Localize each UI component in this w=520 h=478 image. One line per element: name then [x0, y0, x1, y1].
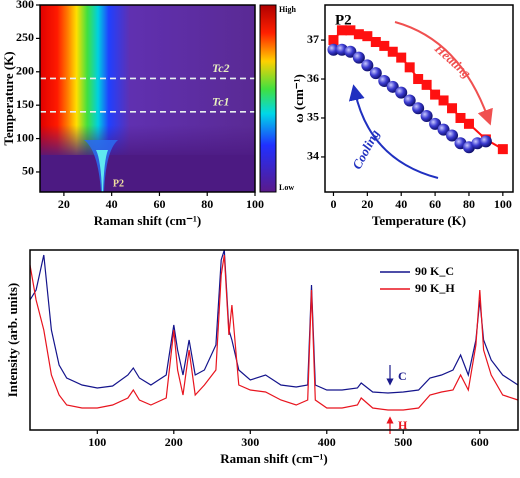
sphere-marker — [361, 59, 374, 72]
square-marker — [455, 112, 466, 123]
square-marker — [362, 31, 373, 42]
y-tick-label: 37 — [307, 32, 319, 46]
square-marker — [430, 89, 441, 100]
peak-annotation: P2 — [113, 178, 124, 189]
sphere-marker — [344, 45, 357, 58]
heating-arrow — [394, 21, 493, 126]
y-axis-label: Intensity (arb. units) — [5, 283, 20, 398]
square-marker — [396, 52, 407, 63]
square-marker — [387, 46, 398, 57]
square-marker — [379, 40, 390, 51]
colorbar-low: Low — [279, 183, 294, 192]
sphere-marker — [386, 80, 399, 93]
sphere-marker — [446, 129, 459, 142]
x-tick-label: 300 — [241, 435, 259, 449]
heatmap-fade — [40, 125, 255, 160]
x-tick-label: 100 — [88, 435, 106, 449]
sphere-marker — [437, 123, 450, 136]
square-marker — [497, 144, 508, 155]
sphere-marker — [479, 135, 492, 148]
plot-frame — [324, 4, 514, 193]
heatmap-image — [40, 5, 255, 192]
sphere-marker — [327, 43, 340, 56]
x-tick-label: 200 — [165, 435, 183, 449]
series-line — [29, 249, 519, 394]
x-tick-label: 80 — [201, 197, 213, 211]
y-tick-label: 250 — [16, 30, 34, 44]
square-marker — [328, 35, 339, 46]
x-axis-label: Raman shift (cm⁻¹) — [94, 213, 202, 228]
square-marker — [345, 25, 356, 36]
colorbar — [259, 4, 277, 193]
x-tick-label: 0 — [330, 197, 336, 211]
colorbar-high: High — [279, 5, 296, 14]
heatmap-peak-core — [96, 150, 108, 192]
series-line — [332, 29, 504, 150]
sphere-marker — [369, 67, 382, 80]
y-tick-label: 300 — [16, 0, 34, 11]
y-axis-label: Temperature (K) — [1, 51, 16, 145]
square-marker — [463, 118, 474, 129]
x-tick-label: 400 — [318, 435, 336, 449]
cooling-arrow — [348, 84, 439, 179]
square-marker — [447, 103, 458, 114]
h-label: H — [398, 418, 408, 432]
sphere-marker — [420, 110, 433, 123]
square-marker — [353, 29, 364, 40]
x-tick-label: 500 — [394, 435, 412, 449]
x-tick-label: 40 — [395, 197, 407, 211]
square-marker — [336, 25, 347, 36]
x-axis-label: Temperature (K) — [372, 213, 466, 228]
sphere-marker — [352, 51, 365, 64]
x-tick-label: 600 — [471, 435, 489, 449]
legend-label: 90 K_H — [415, 281, 455, 295]
square-marker — [404, 62, 415, 73]
series-line — [29, 254, 519, 411]
legend-label: 90 K_C — [415, 264, 454, 278]
c-label: C — [398, 369, 407, 383]
y-axis-label: ω (cm⁻¹) — [291, 74, 306, 123]
plot-frame — [39, 4, 256, 193]
y-tick-label: 100 — [16, 130, 34, 144]
square-marker — [413, 74, 424, 85]
panel-title: P2 — [335, 12, 352, 28]
plot-frame — [29, 249, 519, 431]
sphere-marker — [403, 94, 416, 107]
x-tick-label: 20 — [361, 197, 373, 211]
x-tick-label: 60 — [153, 197, 165, 211]
x-tick-label: 60 — [429, 197, 441, 211]
y-tick-label: 200 — [16, 64, 34, 78]
reference-label: Tc2 — [212, 61, 230, 75]
sphere-marker — [429, 117, 442, 130]
sphere-marker — [412, 102, 425, 115]
x-tick-label: 40 — [106, 197, 118, 211]
y-tick-label: 35 — [307, 110, 319, 124]
x-axis-label: Raman shift (cm⁻¹) — [220, 451, 328, 466]
reference-label: Tc1 — [212, 95, 230, 109]
cooling-label: Cooling — [349, 127, 382, 172]
y-tick-label: 50 — [22, 164, 34, 178]
x-tick-label: 100 — [494, 197, 512, 211]
y-tick-label: 34 — [307, 149, 319, 163]
heating-label: Heating — [431, 40, 474, 81]
square-marker — [421, 79, 432, 90]
y-tick-label: 36 — [307, 71, 319, 85]
sphere-marker — [378, 74, 391, 87]
x-tick-label: 20 — [58, 197, 70, 211]
x-tick-label: 100 — [246, 197, 264, 211]
y-tick-label: 150 — [16, 97, 34, 111]
sphere-marker — [395, 86, 408, 99]
x-tick-label: 80 — [463, 197, 475, 211]
square-marker — [370, 37, 381, 48]
square-marker — [438, 95, 449, 106]
